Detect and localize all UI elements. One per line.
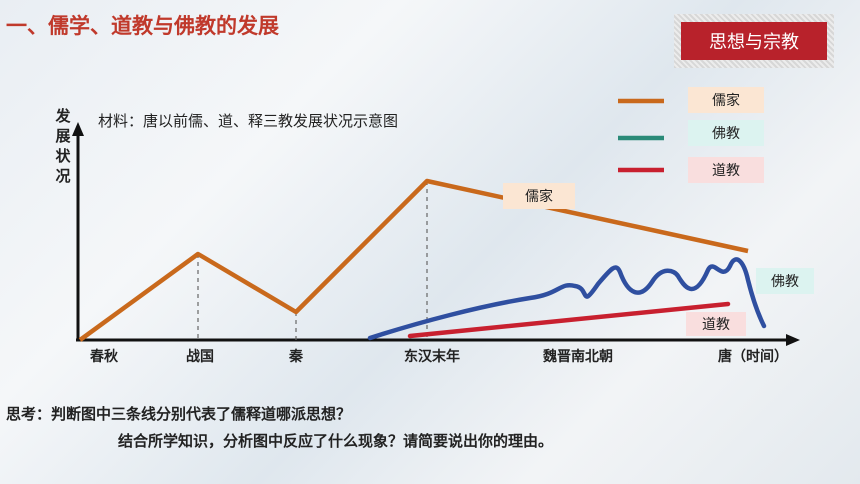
x-tick-label: 东汉末年: [404, 349, 460, 365]
x-tick-label: 春秋: [90, 349, 118, 365]
series-line-confucian: [78, 178, 749, 342]
x-tick-label: 战国: [186, 349, 214, 365]
page-title: 一、儒学、道教与佛教的发展: [6, 14, 279, 38]
legend-label-taoism: 道教: [688, 157, 764, 183]
legend-label-buddhism: 佛教: [688, 120, 764, 146]
chart-caption: 材料：唐以前儒、道、释三教发展状况示意图: [98, 112, 399, 130]
x-tick-label: 魏晋南北朝: [543, 349, 613, 365]
line-label-buddhism: 佛教: [756, 268, 814, 294]
line-label-taoism: 道教: [686, 312, 746, 336]
y-axis-label: 发展状况: [55, 107, 71, 185]
y-axis-arrow: [72, 122, 84, 136]
x-axis-arrow: [786, 334, 800, 346]
x-axis-end-label: 唐（时间）: [718, 349, 788, 365]
series-line-buddhism: [367, 257, 767, 341]
question-line-2: 结合所学知识，分析图中反应了什么现象？请简要说出你的理由。: [118, 432, 554, 450]
x-tick-label: 秦: [289, 349, 303, 365]
legend-label-confucian: 儒家: [688, 87, 764, 113]
question-line-1: 思考：判断图中三条线分别代表了儒释道哪派思想？: [6, 405, 352, 423]
section-badge: 思想与宗教: [681, 22, 827, 60]
line-label-confucian: 儒家: [503, 183, 575, 209]
series-line-taoism: [407, 301, 731, 339]
